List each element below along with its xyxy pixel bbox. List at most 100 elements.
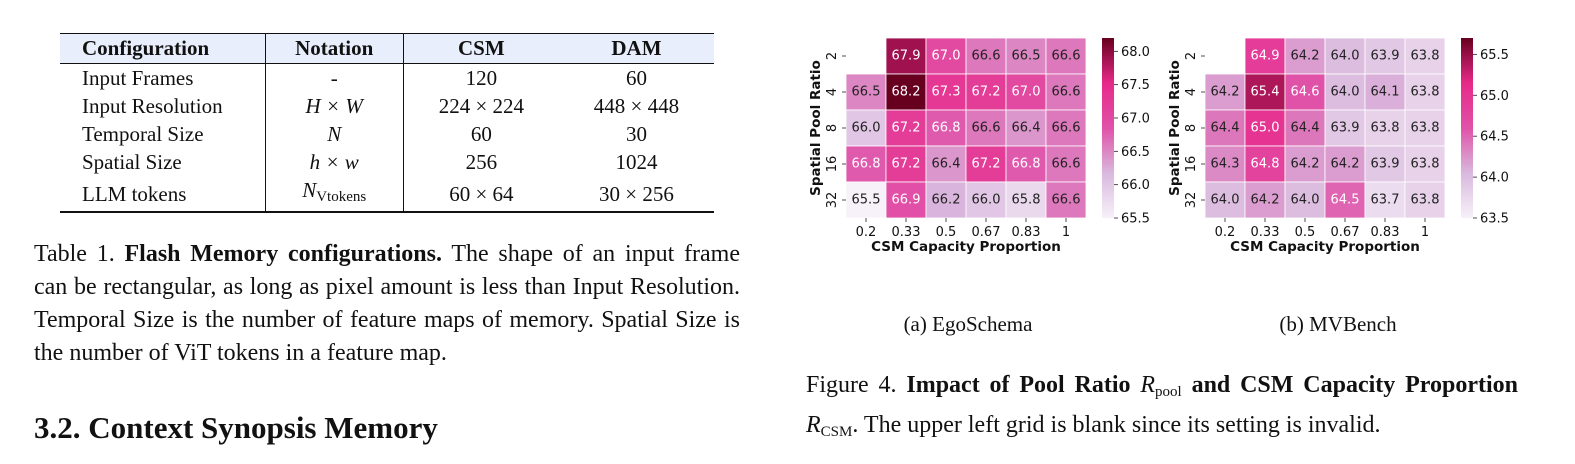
heatmap-cell-value: 64.9 bbox=[1251, 49, 1280, 64]
symbol-r-pool-subscript: pool bbox=[1155, 384, 1182, 400]
heatmap-cell bbox=[965, 181, 1007, 219]
heatmap-cell-value: 66.8 bbox=[932, 121, 961, 136]
heatmap-cell bbox=[1364, 73, 1406, 111]
colorbar-tick-label: 65.5 bbox=[1121, 212, 1150, 227]
symbol-r-csm: R bbox=[806, 412, 821, 438]
heatmap-cell-value: 64.2 bbox=[1251, 193, 1280, 208]
cell-csm: 60 bbox=[470, 122, 492, 146]
heatmap-cell bbox=[1045, 145, 1087, 183]
heatmap-cell bbox=[1404, 145, 1446, 183]
heatmap-cell bbox=[965, 73, 1007, 111]
heatmap-cell-value: 66.0 bbox=[972, 193, 1001, 208]
heatmap-cell-value: 64.0 bbox=[1291, 193, 1320, 208]
y-tick-label: 32 bbox=[1184, 192, 1199, 209]
x-tick-label: 0.83 bbox=[1012, 225, 1041, 240]
heatmap-egoschema: 67.9 67.0 66.6 66.5 66.6 66.5 68.2 67.3 67.2 67.0… bbox=[808, 37, 1150, 255]
heatmap-cell-value: 66.6 bbox=[1052, 193, 1081, 208]
heatmap-cell bbox=[1244, 181, 1286, 219]
colorbar-tick-label: 64.5 bbox=[1480, 130, 1509, 145]
heatmap-cell-value: 63.9 bbox=[1371, 157, 1400, 172]
x-tick-label: 0.67 bbox=[972, 225, 1001, 240]
figure-caption: Figure 4. Impact of Pool Ratio Rpool and… bbox=[806, 369, 1518, 449]
table-caption: Table 1. Flash Memory configurations. Th… bbox=[34, 238, 740, 370]
config-table: Configuration Notation CSM DAM Input Fra… bbox=[60, 33, 714, 213]
table-caption-text: The shape of an input frame can be recta… bbox=[34, 241, 740, 366]
heatmap-cell bbox=[1204, 181, 1246, 219]
heatmap-cell-value: 64.2 bbox=[1291, 49, 1320, 64]
cell-config: Input Frames bbox=[82, 66, 194, 90]
heatmap-cell-value: 64.2 bbox=[1291, 157, 1320, 172]
heatmap-cell bbox=[1324, 181, 1366, 219]
colorbar-tick-label: 63.5 bbox=[1480, 212, 1509, 227]
cell-notation: N bbox=[264, 120, 404, 148]
table-row: Temporal Size N 60 30 bbox=[60, 120, 714, 148]
header-notation: Notation bbox=[264, 33, 404, 64]
heatmap-cell-value: 63.8 bbox=[1411, 85, 1440, 100]
heatmap-cell bbox=[1364, 109, 1406, 147]
heatmap-cell-value: 67.2 bbox=[892, 121, 921, 136]
heatmap-cell-value: 63.8 bbox=[1411, 49, 1440, 64]
y-tick-label: 8 bbox=[825, 124, 840, 132]
heatmap-cell-value: 67.0 bbox=[1012, 85, 1041, 100]
table-caption-title: Flash Memory configurations. bbox=[124, 241, 442, 267]
heatmap-cell bbox=[925, 37, 967, 75]
cell-csm: 120 bbox=[465, 66, 498, 90]
y-tick-label: 16 bbox=[1184, 156, 1199, 173]
y-tick-label: 32 bbox=[825, 192, 840, 209]
colorbar bbox=[1461, 38, 1473, 218]
heatmap-cell-value: 67.2 bbox=[972, 85, 1001, 100]
heatmap-cell-value: 66.9 bbox=[892, 193, 921, 208]
heatmap-cell bbox=[1324, 37, 1366, 75]
table-caption-label: Table 1. bbox=[34, 241, 115, 267]
heatmap-cell-value: 64.8 bbox=[1251, 157, 1280, 172]
heatmap-mvbench: 64.9 64.2 64.0 63.9 63.8 64.2 65.4 64.6 64.0 64.1… bbox=[1167, 37, 1509, 255]
heatmap-cell-value: 64.0 bbox=[1331, 49, 1360, 64]
notation-subscript: Vtokens bbox=[316, 189, 367, 205]
x-tick-label: 1 bbox=[1421, 225, 1429, 240]
heatmap-cell bbox=[1284, 109, 1326, 147]
colorbar-tick-label: 65.0 bbox=[1480, 89, 1509, 104]
heatmap-cell bbox=[1204, 73, 1246, 111]
cell-dam: 30 × 256 bbox=[558, 176, 714, 213]
y-tick-label: 16 bbox=[825, 156, 840, 173]
header-dam: DAM bbox=[558, 33, 714, 64]
heatmap-cell-value: 66.4 bbox=[1012, 121, 1041, 136]
colorbar-tick-label: 64.0 bbox=[1480, 171, 1509, 186]
heatmap-cell bbox=[1005, 145, 1047, 183]
heatmap-cell bbox=[1324, 109, 1366, 147]
heatmap-cell-value: 66.6 bbox=[1052, 49, 1081, 64]
subcaption-egoschema: (a) EgoSchema bbox=[903, 312, 1033, 336]
heatmap-cell bbox=[1045, 73, 1087, 111]
heatmap-cell-value: 64.0 bbox=[1331, 85, 1360, 100]
heatmap-cell-value: 66.0 bbox=[852, 121, 881, 136]
heatmap-cell-value: 64.3 bbox=[1211, 157, 1240, 172]
table-row: Spatial Size h × w 256 1024 bbox=[60, 148, 714, 176]
heatmap-cell-value: 63.9 bbox=[1331, 121, 1360, 136]
heatmap-cell bbox=[1284, 145, 1326, 183]
x-tick-label: 0.83 bbox=[1371, 225, 1400, 240]
heatmap-cell bbox=[885, 37, 927, 75]
x-axis-title: CSM Capacity Proportion bbox=[1230, 239, 1420, 255]
heatmap-cell bbox=[1324, 73, 1366, 111]
x-tick-label: 0.67 bbox=[1331, 225, 1360, 240]
heatmap-cell-value: 66.8 bbox=[852, 157, 881, 172]
y-tick-label: 2 bbox=[1184, 52, 1199, 60]
colorbar bbox=[1102, 38, 1114, 218]
cell-dam: 30 bbox=[625, 122, 647, 146]
heatmap-cell-value: 66.6 bbox=[972, 121, 1001, 136]
cell-dam: 1024 bbox=[615, 150, 658, 174]
heatmap-cell-value: 66.6 bbox=[972, 49, 1001, 64]
colorbar-tick-label: 67.0 bbox=[1121, 112, 1150, 127]
heatmap-cell-value: 65.4 bbox=[1251, 85, 1280, 100]
heatmap-cell-value: 66.6 bbox=[1052, 121, 1081, 136]
heatmap-cell-value: 64.1 bbox=[1371, 85, 1400, 100]
heatmap-cell-value: 67.2 bbox=[972, 157, 1001, 172]
x-tick-label: 0.33 bbox=[1251, 225, 1280, 240]
heatmap-cell bbox=[1244, 145, 1286, 183]
heatmap-cell-value: 64.4 bbox=[1291, 121, 1320, 136]
cell-dam: 60 bbox=[625, 66, 647, 90]
y-axis-title: Spatial Pool Ratio bbox=[1167, 60, 1183, 196]
cell-notation: - bbox=[264, 63, 404, 92]
heatmap-cell-value: 63.8 bbox=[1371, 121, 1400, 136]
colorbar-tick-label: 68.0 bbox=[1121, 45, 1150, 60]
